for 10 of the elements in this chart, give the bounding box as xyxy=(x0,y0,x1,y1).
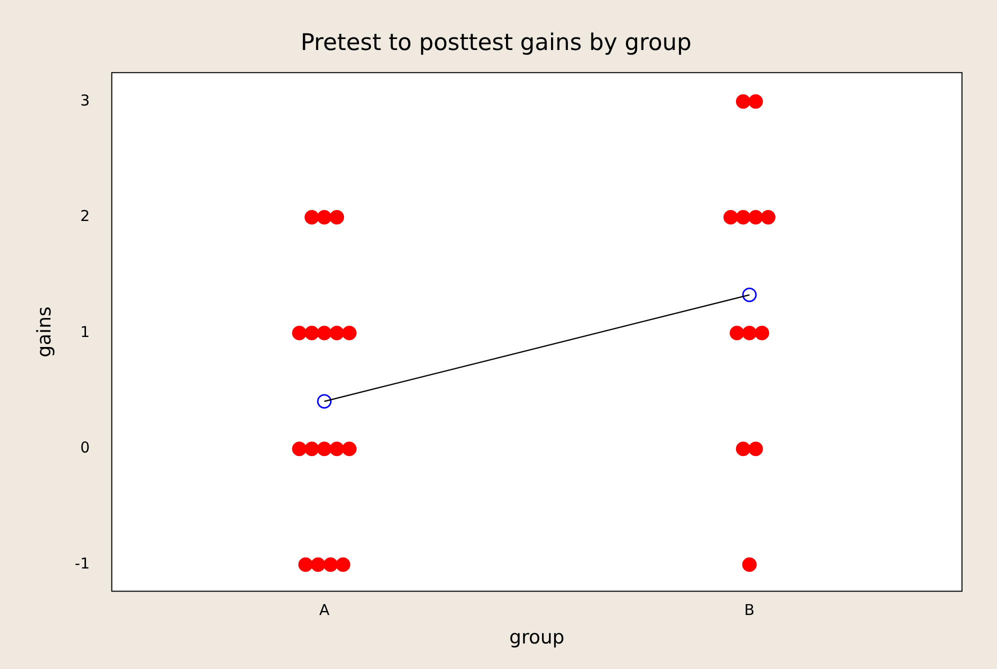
y-tick-label: -1 xyxy=(74,554,90,572)
x-tick-label: A xyxy=(319,601,330,620)
x-axis-title: group xyxy=(509,626,564,649)
y-tick-label: 1 xyxy=(80,322,90,341)
y-tick-label: 3 xyxy=(80,91,90,110)
y-tick-label: 0 xyxy=(80,438,90,457)
y-tick-label: 2 xyxy=(80,207,90,226)
x-tick-label: B xyxy=(744,601,755,620)
chart-title: Pretest to posttest gains by group xyxy=(300,30,692,56)
y-axis-title: gains xyxy=(33,306,56,358)
